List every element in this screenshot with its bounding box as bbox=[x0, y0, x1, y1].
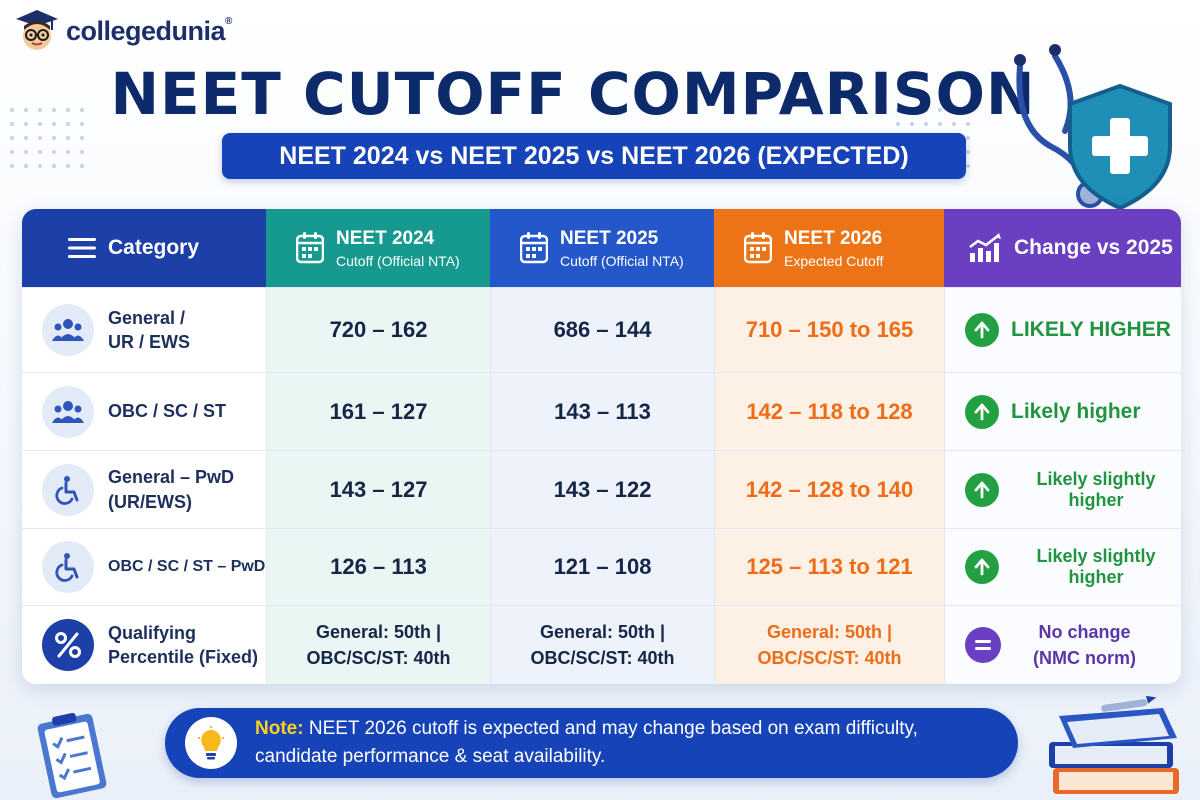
note-text: NEET 2026 cutoff is expected and may cha… bbox=[308, 718, 918, 740]
header-neet-2025: NEET 2025 Cutoff (Official NTA) bbox=[490, 209, 714, 287]
category-line: (UR/EWS) bbox=[108, 491, 192, 512]
change-status: Likely higher bbox=[1011, 399, 1141, 423]
equals-icon bbox=[965, 627, 1001, 663]
category-line: Percentile (Fixed) bbox=[108, 647, 259, 667]
category-line: OBC / SC / ST bbox=[108, 401, 227, 422]
calendar-icon bbox=[296, 232, 324, 264]
header-neet-2026-subtitle: Expected Cutoff bbox=[784, 252, 884, 269]
arrow-up-icon bbox=[965, 472, 999, 507]
cutoff-2024-value: 126 – 113 bbox=[330, 554, 427, 579]
bar-chart-trend-icon bbox=[969, 233, 1001, 262]
registered-mark: ® bbox=[225, 15, 232, 27]
stethoscope-shield-icon bbox=[1014, 44, 1172, 211]
row-category-qualifying-percentile: Qualifying Percentile (Fixed) bbox=[22, 605, 266, 684]
calendar-icon bbox=[744, 232, 772, 264]
change-status: LIKELY HIGHER bbox=[1011, 318, 1171, 341]
header-neet-2025-title: NEET 2025 bbox=[560, 227, 659, 249]
percent-icon bbox=[42, 619, 94, 671]
header-neet-2025-subtitle: Cutoff (Official NTA) bbox=[560, 252, 684, 269]
clipboard-icon bbox=[37, 712, 107, 798]
group-icon bbox=[42, 385, 94, 438]
percentile-2024-line: General: 50th | bbox=[315, 621, 442, 642]
cutoff-2025-value: 121 – 108 bbox=[553, 554, 652, 579]
cutoff-2026-value: 142 – 118 to 128 bbox=[746, 398, 913, 424]
books-icon bbox=[1049, 696, 1179, 794]
wheelchair-icon bbox=[42, 541, 94, 593]
category-line: General / bbox=[108, 307, 186, 328]
arrow-up-icon bbox=[965, 313, 999, 347]
note-text-line-2: candidate performance & seat availabilit… bbox=[255, 746, 606, 767]
row-category-general-pwd: General – PwD (UR/EWS) bbox=[22, 450, 266, 528]
header-neet-2024: NEET 2024 Cutoff (Official NTA) bbox=[266, 209, 490, 287]
cutoff-2025-value: 143 – 113 bbox=[554, 398, 651, 424]
cutoff-2024-value: 720 – 162 bbox=[329, 317, 428, 342]
row-category-general: General / UR / EWS bbox=[22, 287, 266, 372]
dot-pattern-left bbox=[10, 108, 94, 178]
category-line: OBC / SC / ST – PwD bbox=[108, 558, 266, 576]
header-neet-2026: NEET 2026 Expected Cutoff bbox=[714, 209, 944, 287]
mascot-icon bbox=[16, 10, 58, 50]
cutoff-2025-value: 686 – 144 bbox=[553, 317, 652, 342]
cutoff-comparison-table: Category NEET 2024 Cutoff (Official NTA)… bbox=[22, 209, 1181, 684]
subtitle-banner: NEET 2024 vs NEET 2025 vs NEET 2026 (EXP… bbox=[222, 133, 966, 179]
cutoff-2026-value: 125 – 113 to 121 bbox=[746, 554, 913, 579]
note-banner: Note: NEET 2026 cutoff is expected and m… bbox=[165, 708, 1018, 778]
category-line: General – PwD bbox=[108, 467, 235, 488]
category-line: UR / EWS bbox=[108, 332, 191, 352]
page-title: NEET CUTOFF COMPARISON bbox=[110, 60, 1036, 128]
percentile-2026-line: General: 50th | bbox=[766, 621, 893, 642]
menu-icon bbox=[68, 238, 96, 258]
header-category-label: Category bbox=[108, 236, 200, 259]
cutoff-2025-value: 143 – 122 bbox=[553, 476, 652, 502]
header-neet-2024-subtitle: Cutoff (Official NTA) bbox=[336, 252, 460, 269]
brand-name: collegedunia bbox=[66, 15, 226, 46]
brand-logo[interactable]: collegedunia® bbox=[14, 8, 232, 54]
cutoff-2026-value: 710 – 150 to 165 bbox=[745, 317, 914, 342]
change-status-line: (NMC norm) bbox=[1033, 648, 1136, 668]
percentile-2025-line: OBC/SC/ST: 40th bbox=[530, 648, 675, 668]
change-status: Likely slightly higher bbox=[1036, 546, 1156, 587]
category-line: Qualifying bbox=[108, 622, 197, 643]
arrow-up-icon bbox=[965, 550, 999, 584]
percentile-2025-line: General: 50th | bbox=[539, 621, 666, 642]
lightbulb-icon bbox=[185, 717, 237, 769]
cutoff-2024-value: 161 – 127 bbox=[329, 398, 428, 424]
change-status-line: No change bbox=[1038, 621, 1131, 642]
percentile-2024-line: OBC/SC/ST: 40th bbox=[306, 648, 451, 668]
wheelchair-icon bbox=[42, 463, 94, 516]
change-status: Likely slightly higher bbox=[1036, 468, 1156, 510]
arrow-up-icon bbox=[965, 394, 999, 429]
header-neet-2024-title: NEET 2024 bbox=[336, 227, 435, 249]
row-category-obc-sc-st-pwd: OBC / SC / ST – PwD bbox=[22, 528, 266, 605]
header-neet-2026-title: NEET 2026 bbox=[784, 227, 883, 249]
cutoff-2024-value: 143 – 127 bbox=[329, 476, 428, 502]
note-label: Note: bbox=[255, 718, 304, 740]
header-change-label: Change vs 2025 bbox=[1014, 236, 1173, 259]
calendar-icon bbox=[520, 232, 548, 264]
header-category: Category bbox=[22, 209, 266, 287]
percentile-2026-line: OBC/SC/ST: 40th bbox=[757, 648, 902, 668]
group-icon bbox=[42, 304, 94, 356]
header-change: Change vs 2025 bbox=[944, 209, 1181, 287]
row-category-obc-sc-st: OBC / SC / ST bbox=[22, 372, 266, 450]
cutoff-2026-value: 142 – 128 to 140 bbox=[745, 476, 914, 502]
